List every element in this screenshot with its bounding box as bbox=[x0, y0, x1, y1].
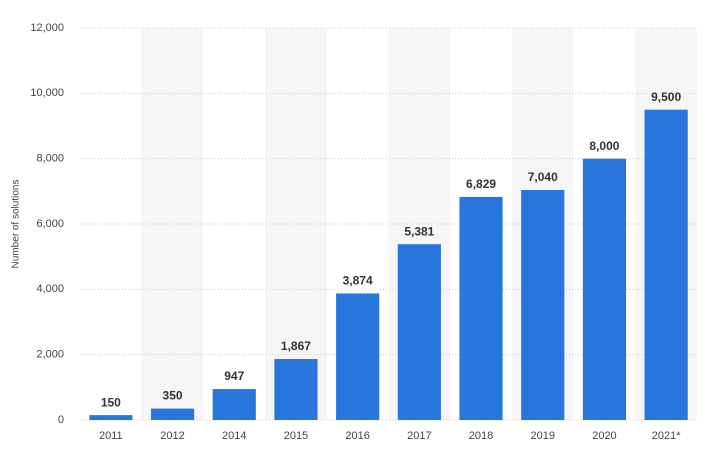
x-tick-label: 2017 bbox=[407, 430, 431, 442]
y-tick-label: 0 bbox=[58, 414, 64, 426]
x-tick-label: 2020 bbox=[592, 430, 616, 442]
bar bbox=[336, 293, 380, 420]
x-tick-label: 2012 bbox=[160, 430, 184, 442]
y-axis-label: Number of solutions bbox=[11, 180, 22, 269]
x-tick-label: 2016 bbox=[345, 430, 369, 442]
bar bbox=[397, 244, 441, 420]
value-label: 150 bbox=[101, 395, 121, 409]
bar bbox=[644, 109, 688, 421]
value-label: 3,874 bbox=[343, 274, 373, 288]
x-tick-label: 2019 bbox=[531, 430, 555, 442]
bar bbox=[582, 158, 627, 420]
value-label: 5,381 bbox=[404, 224, 434, 238]
value-label: 8,000 bbox=[589, 139, 619, 153]
value-label: 1,867 bbox=[281, 339, 311, 353]
x-tick-label: 2011 bbox=[99, 430, 123, 442]
y-tick-label: 12,000 bbox=[30, 22, 64, 34]
value-label: 7,040 bbox=[528, 170, 558, 184]
x-tick-label: 2015 bbox=[284, 430, 308, 442]
x-tick-label: 2021* bbox=[652, 430, 681, 442]
bar bbox=[521, 190, 565, 420]
bar bbox=[89, 415, 133, 420]
y-tick-label: 6,000 bbox=[36, 218, 64, 230]
y-tick-label: 8,000 bbox=[36, 153, 64, 165]
value-label: 350 bbox=[163, 389, 183, 403]
bar bbox=[459, 196, 503, 420]
y-tick-label: 4,000 bbox=[36, 283, 64, 295]
bar bbox=[212, 389, 256, 420]
bar bbox=[150, 408, 195, 420]
value-label: 947 bbox=[224, 369, 244, 383]
y-tick-label: 10,000 bbox=[30, 87, 64, 99]
y-tick-label: 2,000 bbox=[36, 349, 64, 361]
value-label: 9,500 bbox=[651, 90, 681, 104]
bar bbox=[274, 359, 318, 420]
x-tick-label: 2018 bbox=[469, 430, 493, 442]
column-band bbox=[141, 28, 204, 420]
x-tick-label: 2014 bbox=[222, 430, 246, 442]
value-label: 6,829 bbox=[466, 177, 496, 191]
